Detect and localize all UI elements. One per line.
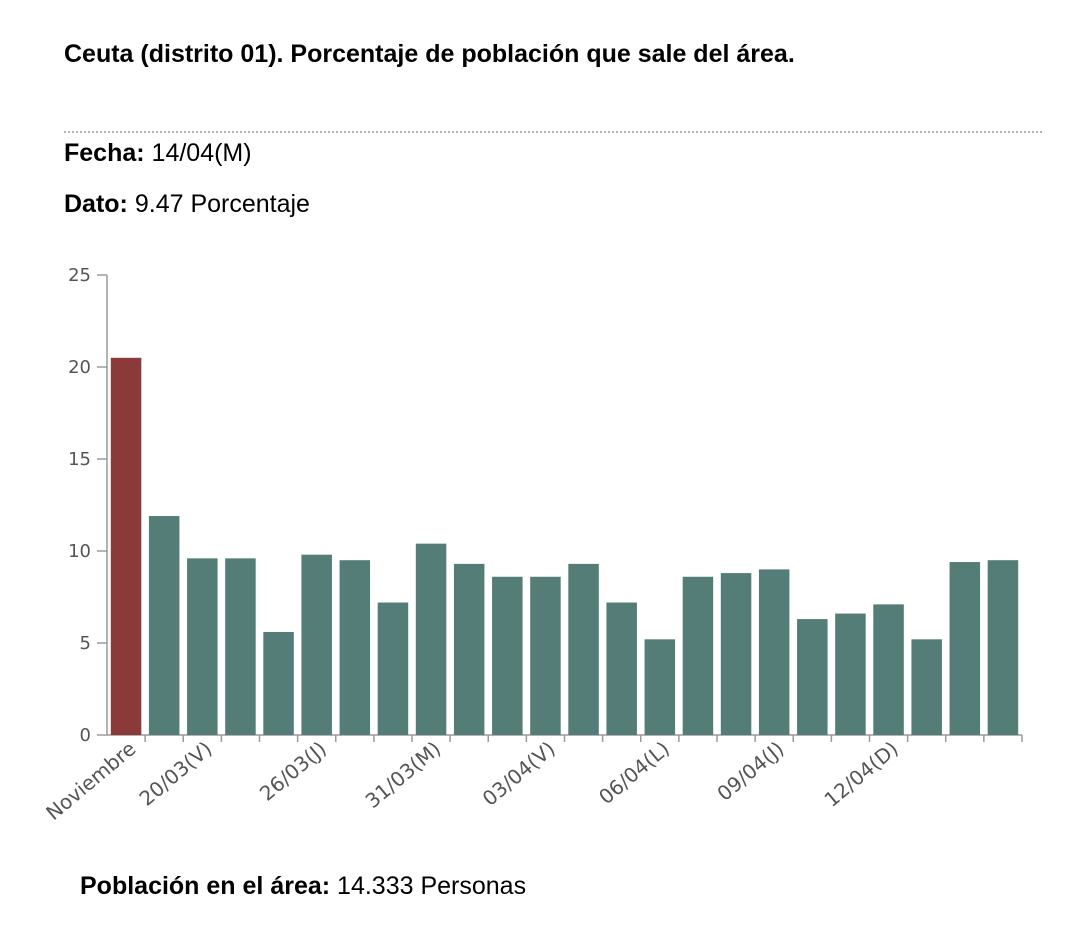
dato-row: Dato: 9.47 Porcentaje [64,190,310,219]
x-tick-label: 20/03(V) [135,736,217,810]
divider [64,131,1042,133]
bar [835,613,866,735]
bar [873,604,904,735]
bar [644,639,676,735]
dato-label: Dato: [64,190,128,218]
fecha-row: Fecha: 14/04(M) [64,139,252,168]
bar [339,560,371,735]
y-tick-label: 5 [80,633,91,654]
bar [568,563,599,735]
bar [377,602,409,735]
bar [263,631,294,735]
bar [682,576,714,735]
x-tick-label: 26/03(J) [255,736,331,805]
x-tick-label: 12/04(D) [819,736,902,811]
x-tick-label: 06/04(L) [594,736,674,809]
bar [110,357,142,735]
bar [758,569,790,735]
poblacion-label: Población en el área: [80,872,331,900]
bar [415,543,447,735]
bar [301,554,332,735]
y-tick-label: 0 [80,725,91,746]
fecha-value: 14/04(M) [151,139,252,167]
bar [453,563,485,735]
x-tick-label: 03/04(V) [478,736,560,810]
bar [225,558,256,735]
bar [949,562,981,735]
bar [606,602,637,735]
poblacion-value: 14.333 Personas [337,872,527,900]
y-tick-label: 10 [68,541,91,562]
bar [720,573,752,735]
x-tick-label: Noviembre [41,736,140,825]
y-tick-label: 15 [68,449,91,470]
bar [148,516,180,735]
fecha-label: Fecha: [64,139,145,167]
chart-title: Ceuta (distrito 01). Porcentaje de pobla… [64,40,795,68]
y-tick-label: 20 [68,357,91,378]
bar [911,639,942,735]
dato-value: 9.47 Porcentaje [134,190,310,218]
bar [987,560,1019,735]
x-tick-label: 31/03(M) [361,736,446,813]
bar [530,576,561,735]
y-tick-label: 25 [68,265,91,286]
x-tick-label: 09/04(J) [712,736,788,805]
bar [187,558,218,735]
bar [797,619,828,735]
bar [492,576,523,735]
poblacion-row: Población en el área: 14.333 Personas [80,872,526,901]
